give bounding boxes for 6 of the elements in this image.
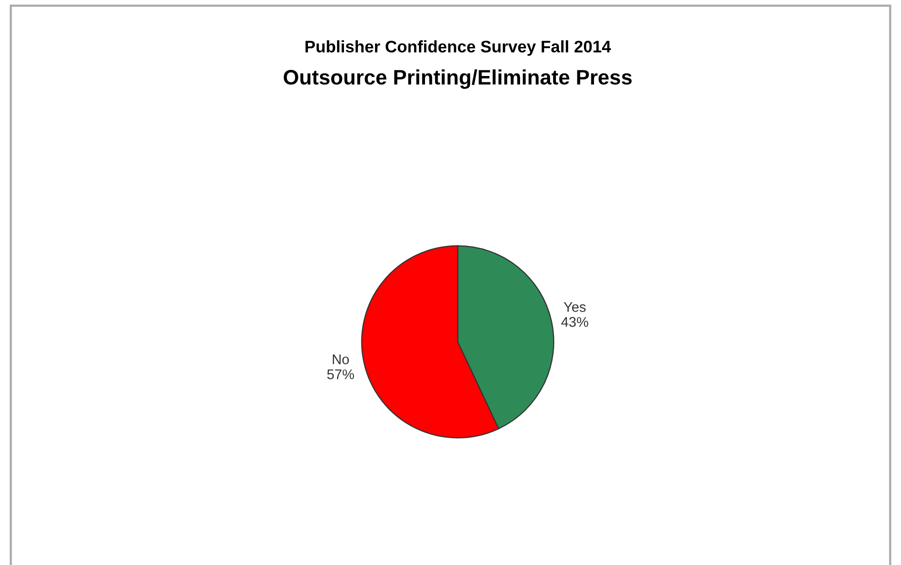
chart-subtitle: Outsource Printing/Eliminate Press bbox=[284, 69, 632, 89]
chart-title: Publisher Confidence Survey Fall 2014 bbox=[306, 40, 611, 56]
data-label: 57% bbox=[327, 369, 354, 380]
slice-label: No bbox=[332, 354, 349, 364]
data-label: 43% bbox=[561, 317, 588, 327]
slice-label: Yes bbox=[564, 302, 586, 312]
